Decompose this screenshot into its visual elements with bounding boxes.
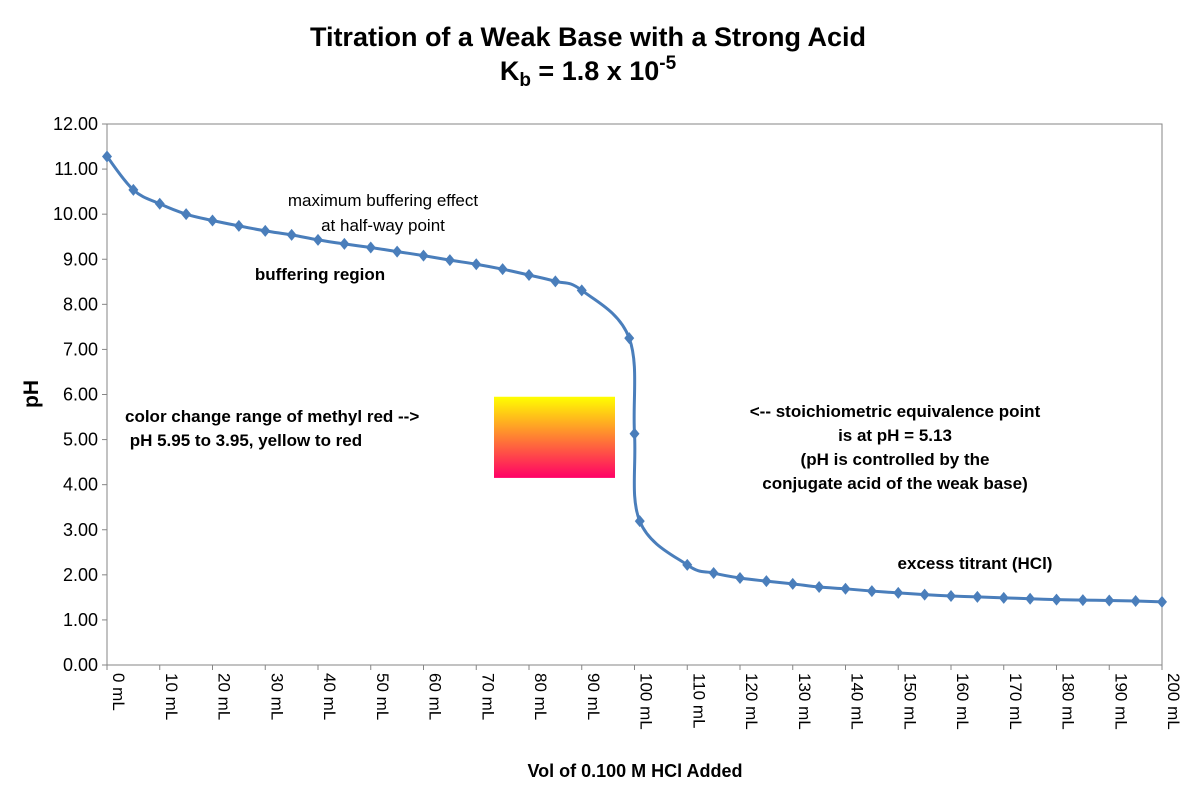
data-point-marker <box>1051 593 1062 606</box>
data-point-marker <box>761 575 772 588</box>
data-point-marker <box>708 567 719 580</box>
y-tick-label: 3.00 <box>63 520 98 540</box>
series-line <box>105 155 1163 604</box>
data-point-marker <box>946 590 956 603</box>
data-point-marker <box>1077 594 1088 607</box>
annotation: color change range of methyl red --> pH … <box>125 407 419 450</box>
chart-subtitle: Kb = 1.8 x 10-5 <box>500 53 677 91</box>
annotation-line: at half-way point <box>321 216 445 235</box>
data-point-marker <box>814 581 825 594</box>
y-axis-label: pH <box>20 380 43 408</box>
y-tick-label: 9.00 <box>63 249 98 269</box>
data-point-marker <box>682 558 693 571</box>
y-tick-label: 4.00 <box>63 475 98 495</box>
x-tick-label: 120 mL <box>742 673 761 730</box>
data-point-marker <box>1025 592 1036 605</box>
data-point-marker <box>550 275 561 288</box>
data-point-marker <box>286 228 297 241</box>
annotation: maximum buffering effect at half-way poin… <box>288 191 479 235</box>
y-tick-label: 1.00 <box>63 610 98 630</box>
annotation-line: color change range of methyl red --> <box>125 407 419 426</box>
data-point-marker <box>154 197 165 210</box>
data-point-marker <box>181 208 192 221</box>
data-point-marker <box>629 427 640 440</box>
data-point-marker <box>260 224 271 237</box>
y-tick-label: 2.00 <box>63 565 98 585</box>
data-point-marker <box>444 254 455 267</box>
data-point-marker <box>365 241 376 254</box>
data-point-marker <box>339 237 350 250</box>
x-tick-label: 200 mL <box>1164 673 1183 730</box>
methyl-red-color-band <box>494 396 615 478</box>
x-tick-label: 160 mL <box>953 673 972 730</box>
annotation: <-- stoichiometric equivalence point is a… <box>750 402 1041 493</box>
annotation: excess titrant (HCl) <box>898 554 1053 573</box>
annotation: buffering region <box>255 265 385 284</box>
annotation-line: is at pH = 5.13 <box>838 426 952 445</box>
data-point-marker <box>418 249 429 262</box>
x-tick-label: 20 mL <box>215 673 234 720</box>
x-tick-label: 50 mL <box>373 673 392 720</box>
data-point-marker <box>313 233 323 246</box>
data-point-marker <box>972 590 983 603</box>
x-axis-label: Vol of 0.100 M HCl Added <box>527 761 742 781</box>
x-tick-label: 180 mL <box>1059 673 1078 730</box>
annotation-line: (pH is controlled by the <box>801 450 990 469</box>
y-tick-label: 7.00 <box>63 339 98 359</box>
x-tick-label: 190 mL <box>1111 673 1130 730</box>
x-tick-label: 0 mL <box>109 673 128 711</box>
y-tick-label: 11.00 <box>54 159 98 179</box>
data-point-marker <box>102 150 112 163</box>
data-point-marker <box>497 263 508 276</box>
data-point-marker <box>233 219 244 232</box>
x-tick-label: 90 mL <box>584 673 603 720</box>
data-point-marker <box>524 269 534 282</box>
data-point-marker <box>787 577 798 590</box>
x-tick-label: 170 mL <box>1006 673 1025 730</box>
data-point-marker <box>128 183 139 196</box>
data-point-marker <box>866 585 877 598</box>
annotation-line: excess titrant (HCl) <box>898 554 1053 573</box>
y-tick-label: 10.00 <box>53 204 98 224</box>
annotation-line: <-- stoichiometric equivalence point <box>750 402 1041 421</box>
y-tick-label: 0.00 <box>63 655 98 675</box>
annotation-line: conjugate acid of the weak base) <box>762 474 1027 493</box>
x-tick-label: 80 mL <box>531 673 550 720</box>
y-tick-label: 12.00 <box>53 114 98 134</box>
x-tick-label: 60 mL <box>426 673 445 720</box>
x-tick-label: 150 mL <box>900 673 919 730</box>
chart-title: Titration of a Weak Base with a Strong A… <box>310 22 866 52</box>
y-tick-label: 8.00 <box>63 294 98 314</box>
data-point-marker <box>893 586 904 599</box>
x-tick-label: 70 mL <box>478 673 497 720</box>
data-point-marker <box>919 588 930 601</box>
x-tick-label: 100 mL <box>637 673 656 730</box>
data-point-marker <box>1130 594 1141 607</box>
x-tick-label: 140 mL <box>848 673 867 730</box>
annotation-line: pH 5.95 to 3.95, yellow to red <box>125 431 362 450</box>
annotation-line: maximum buffering effect <box>288 191 479 210</box>
data-point-marker <box>1157 595 1167 608</box>
data-point-marker <box>471 258 482 271</box>
data-point-marker <box>634 515 645 528</box>
data-point-marker <box>207 214 218 227</box>
data-point-marker <box>998 591 1009 604</box>
x-tick-label: 130 mL <box>795 673 814 730</box>
x-tick-label: 40 mL <box>320 673 339 720</box>
annotation-line: buffering region <box>255 265 385 284</box>
data-point-marker <box>392 245 403 258</box>
y-tick-label: 5.00 <box>63 430 98 450</box>
data-point-marker <box>735 571 745 584</box>
data-point-marker <box>624 332 635 345</box>
x-tick-label: 10 mL <box>162 673 181 720</box>
y-tick-label: 6.00 <box>63 385 98 405</box>
x-tick-label: 110 mL <box>689 673 708 728</box>
data-point-marker <box>576 284 587 297</box>
x-tick-label: 30 mL <box>267 673 286 720</box>
data-point-marker <box>1104 594 1115 607</box>
data-point-marker <box>840 582 851 595</box>
